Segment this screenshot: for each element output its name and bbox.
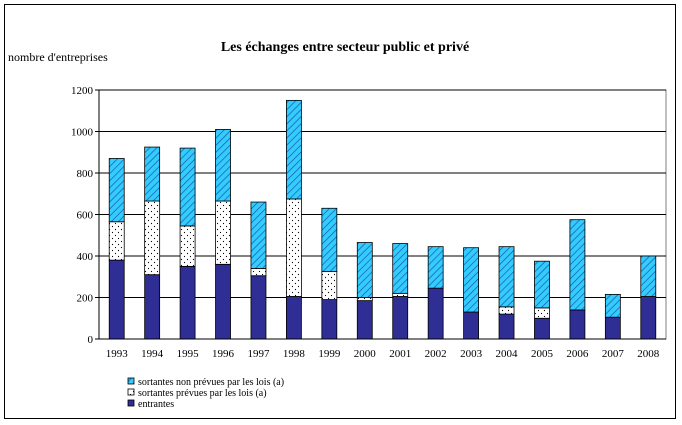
- bar-1996-series-0: [215, 263, 231, 340]
- bar-2007-series-2: [604, 293, 621, 318]
- bar-1999-series-1: [321, 271, 338, 300]
- bar-1997-series-0: [250, 275, 267, 340]
- bar-2008-series-2: [640, 255, 657, 297]
- x-tick-label: 2004: [496, 348, 519, 360]
- legend-label: sortantes prévues par les lois (a): [138, 388, 267, 399]
- bar-2003-series-2: [463, 247, 479, 313]
- bar-2001-series-0: [392, 296, 409, 340]
- x-tick-label: 2003: [460, 348, 483, 360]
- legend-label: entrantes: [138, 399, 174, 410]
- bar-2007-series-0: [604, 316, 621, 340]
- bar-2005-series-2: [534, 260, 550, 309]
- bar-2006-series-2: [569, 219, 586, 311]
- bar-1997-series-1: [250, 268, 267, 277]
- bar-2000-series-0: [356, 300, 373, 340]
- bar-2002-series-2: [427, 246, 444, 289]
- bar-2002-series-0: [427, 287, 444, 340]
- x-tick-label: 2007: [602, 348, 625, 360]
- y-tick-label: 200: [77, 293, 94, 305]
- bar-2005-series-1: [534, 307, 550, 319]
- legend-label: sortantes non prévues par les lois (a): [138, 377, 284, 388]
- legend: sortantes non prévues par les lois (a)so…: [127, 377, 284, 410]
- x-tick-label: 2002: [425, 348, 447, 360]
- x-tick-label: 2005: [531, 348, 554, 360]
- x-tick-label: 1995: [177, 348, 200, 360]
- bar-1998-series-2: [286, 99, 302, 200]
- x-tick-label: 2000: [354, 348, 377, 360]
- y-tick-label: 1200: [71, 85, 94, 97]
- x-tick-label: 2001: [389, 348, 411, 360]
- bar-2001-series-1: [392, 292, 409, 297]
- plot-area: 0 200 400 600 800 1000 1200 1993 1994 1995 1996 199…: [71, 85, 667, 360]
- chart-title: Les échanges entre secteur public et pri…: [221, 40, 469, 55]
- bar-1998-series-0: [286, 296, 302, 340]
- legend-swatch: [127, 377, 135, 385]
- y-axis-label: nombre d'entreprises: [8, 50, 108, 64]
- bar-2004-series-1: [498, 306, 515, 315]
- x-tick-label: 1993: [106, 348, 129, 360]
- bar-1995-series-1: [179, 225, 196, 267]
- bar-2008-series-0: [640, 296, 657, 340]
- x-tick-label: 1996: [212, 348, 235, 360]
- bar-2000-series-1: [356, 297, 373, 302]
- bar-1994-series-2: [144, 146, 161, 202]
- y-tick-label: 600: [77, 210, 94, 222]
- bar-2006-series-0: [569, 309, 586, 340]
- bar-1996-series-2: [215, 129, 231, 202]
- bar-1995-series-0: [179, 265, 196, 340]
- bar-2000-series-2: [356, 242, 373, 298]
- bar-1994-series-0: [144, 274, 161, 340]
- bar-1998-series-1: [286, 198, 302, 297]
- x-tick-label: 1994: [141, 348, 164, 360]
- bar-2003-series-0: [463, 311, 479, 340]
- y-tick-label: 800: [77, 168, 94, 180]
- bar-2004-series-0: [498, 313, 515, 340]
- bar-2001-series-2: [392, 243, 409, 294]
- legend-swatch: [127, 399, 135, 407]
- bar-1996-series-1: [215, 200, 231, 265]
- bar-1999-series-2: [321, 207, 338, 272]
- x-tick-label: 1997: [247, 348, 270, 360]
- y-tick-label: 0: [88, 334, 94, 346]
- bar-1997-series-2: [250, 201, 267, 269]
- bar-2004-series-2: [498, 246, 515, 308]
- bar-1995-series-2: [179, 147, 196, 227]
- legend-swatch: [127, 388, 135, 396]
- bar-1994-series-1: [144, 200, 161, 276]
- x-tick-label: 2008: [637, 348, 660, 360]
- bar-1993-series-2: [108, 158, 125, 223]
- bar-1993-series-0: [108, 259, 125, 340]
- y-tick-label: 1000: [71, 127, 94, 139]
- x-tick-label: 1998: [283, 348, 306, 360]
- bar-2005-series-0: [534, 317, 550, 340]
- x-tick-label: 2006: [566, 348, 589, 360]
- y-tick-label: 400: [77, 251, 94, 263]
- bar-1993-series-1: [108, 221, 125, 261]
- x-tick-label: 1999: [318, 348, 341, 360]
- bar-1999-series-0: [321, 299, 338, 340]
